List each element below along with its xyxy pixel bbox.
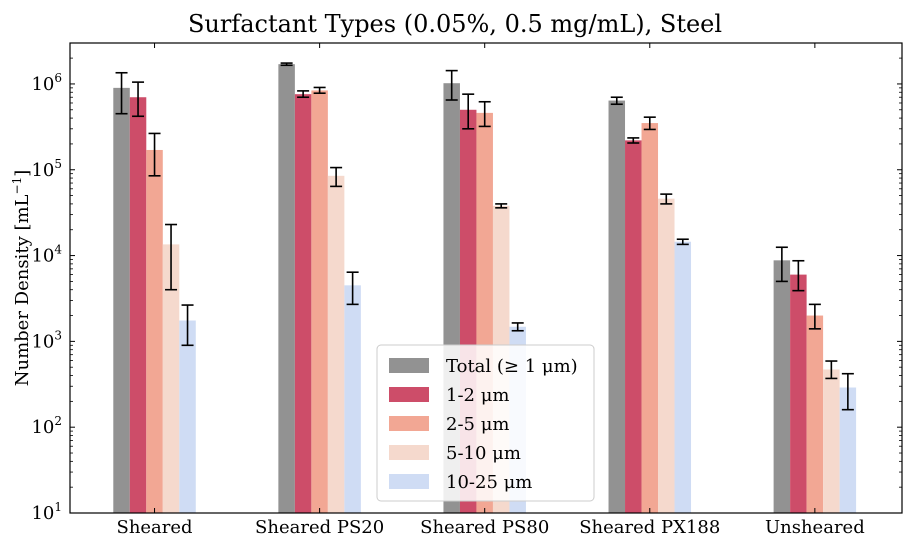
error-bars-layer — [115, 62, 854, 411]
x-tick-label: Sheared — [116, 517, 192, 538]
x-tick-label: Sheared PX188 — [579, 517, 720, 538]
legend-swatch — [389, 474, 429, 489]
bar — [674, 241, 692, 513]
bar — [179, 320, 196, 513]
x-tick-label: Sheared PS80 — [420, 517, 549, 538]
y-tick-label: 101 — [31, 500, 62, 524]
bar — [327, 175, 345, 513]
y-tick-label: 105 — [31, 157, 62, 181]
legend-swatch — [389, 358, 429, 373]
chart-title: Surfactant Types (0.05%, 0.5 mg/mL), Ste… — [188, 10, 722, 38]
y-tick-label: 103 — [31, 328, 62, 352]
bar — [641, 123, 659, 513]
legend-box — [376, 344, 595, 502]
plot-frame — [69, 42, 903, 514]
legend-swatch — [389, 445, 429, 460]
legend-label: 2-5 μm — [446, 414, 509, 435]
x-tick-label: Sheared PS20 — [255, 517, 384, 538]
bar — [806, 315, 824, 513]
bar — [658, 198, 675, 514]
y-tick-label: 104 — [31, 243, 62, 267]
bar — [311, 90, 328, 514]
y-tick-label: 102 — [31, 414, 62, 438]
bar — [790, 274, 807, 513]
bar — [608, 100, 626, 514]
x-axis: Sheared Sheared PS20 Sheared PS80 Sheared P… — [116, 43, 865, 538]
bar — [162, 244, 180, 514]
bar — [129, 97, 147, 513]
legend-swatch — [389, 387, 429, 402]
y-axis: 101 102 103 104 105 106 — [31, 42, 902, 524]
bar — [625, 140, 642, 514]
bar — [294, 94, 312, 514]
legend-label: 1-2 μm — [446, 385, 509, 406]
y-axis-label: Number Density [mL−1] — [10, 170, 33, 387]
bar — [839, 387, 857, 513]
bar — [344, 285, 361, 513]
legend-items: Total (≥ 1 μm) 1-2 μm 2-5 μm 5-10 μm 10-25 μ… — [389, 356, 578, 493]
legend-label: 5-10 μm — [446, 443, 521, 464]
legend-swatch — [389, 416, 429, 431]
y-tick-label: 106 — [31, 71, 62, 95]
legend-label: Total (≥ 1 μm) — [446, 356, 578, 377]
bar — [278, 64, 295, 513]
bar — [113, 87, 130, 513]
bar — [146, 149, 163, 513]
legend-label: 10-25 μm — [446, 472, 532, 493]
bar — [823, 369, 840, 513]
bar — [773, 260, 791, 513]
x-tick-label: Unsheared — [765, 517, 865, 538]
legend: Total (≥ 1 μm) 1-2 μm 2-5 μm 5-10 μm 10-25 μ… — [376, 344, 595, 502]
